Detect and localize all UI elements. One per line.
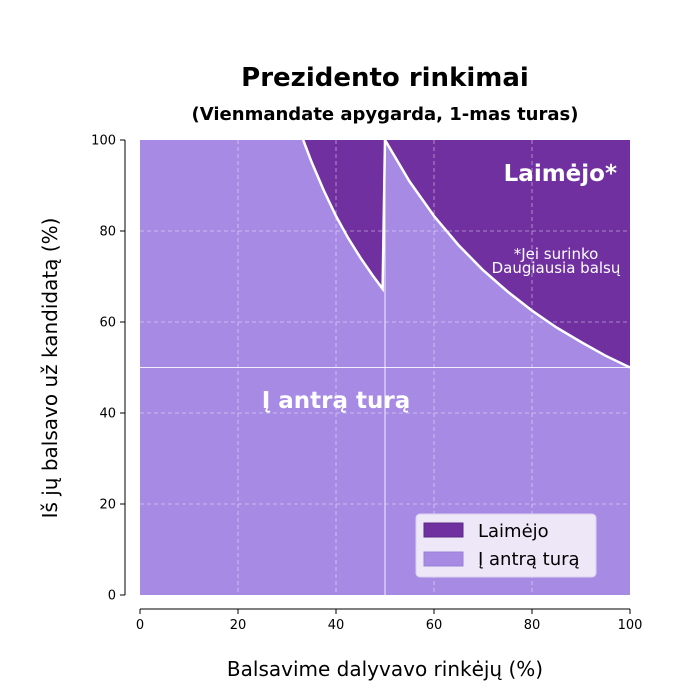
y-tick-label-40: 40 [99,407,116,422]
chart-subtitle: (Vienmandate apygarda, 1-mas turas) [192,104,579,125]
x-tick-label-40: 40 [328,618,345,633]
won-footnote-line1: *Jei surinko [514,245,599,263]
y-tick-label-100: 100 [91,134,116,149]
y-axis: 0 20 40 60 80 100 [91,134,126,604]
won-footnote-line2: Daugiausia balsų [492,259,621,277]
x-tick-label-0: 0 [136,618,144,633]
x-tick-label-100: 100 [618,618,643,633]
y-tick-label-20: 20 [99,498,116,513]
x-tick-label-80: 80 [524,618,541,633]
legend-swatch-won [423,522,464,538]
x-tick-label-20: 20 [230,618,247,633]
boundary-curve [302,135,631,369]
legend-label-won: Laimėjo [478,521,549,542]
won-label: Laimėjo* [504,161,617,187]
legend-label-runoff: Į antrą turą [478,549,580,570]
plot-area [140,135,631,595]
x-axis-label: Balsavime dalyvavo rinkėjų (%) [227,657,543,681]
y-tick-label-0: 0 [108,589,116,604]
x-tick-label-60: 60 [426,618,443,633]
y-axis-label: Iš jų balsavo už kandidatą (%) [38,218,62,519]
runoff-label: Į antrą turą [262,388,411,414]
legend-swatch-runoff [423,551,464,567]
x-axis: 0 20 40 60 80 100 [136,608,643,633]
chart-title: Prezidento rinkimai [241,63,529,93]
y-tick-label-80: 80 [99,225,116,240]
legend: Laimėjo Į antrą turą [415,513,597,578]
won-region [303,140,630,368]
y-tick-label-60: 60 [99,316,116,331]
